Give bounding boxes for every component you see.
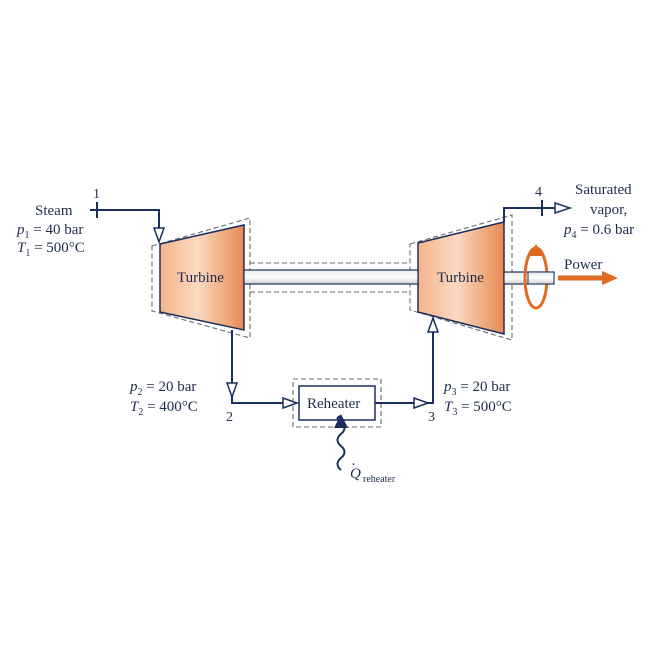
inlet-arrowhead-icon — [152, 227, 166, 245]
state-2-label: 2 — [226, 410, 233, 425]
reheater-inlet-arrowhead-icon — [282, 396, 300, 410]
power-label: Power — [564, 257, 602, 273]
turbine-1-body — [159, 224, 245, 331]
shaft-over-rotation — [527, 271, 555, 285]
outlet-pressure-label: p4 = 0.6 bar — [563, 222, 634, 241]
state-3-pressure-label: p3 = 20 bar — [443, 379, 510, 398]
rotation-arrowhead-icon — [529, 244, 543, 256]
outlet-line1-label: Saturated — [575, 182, 632, 198]
state-1-label: 1 — [93, 187, 100, 202]
inlet-pipe — [90, 209, 160, 228]
power-arrowhead-icon — [602, 271, 618, 285]
reheater-label: Reheater — [307, 396, 360, 412]
turbine-2-inlet-arrowhead-icon — [426, 315, 440, 333]
turbine-2-label: Turbine — [437, 270, 484, 286]
inlet-pressure-label: p1 = 40 bar — [16, 222, 83, 241]
state-2-temperature-label: T2 = 400°C — [130, 399, 198, 418]
inlet-temperature-label: T1 = 500°C — [17, 240, 85, 259]
outlet-pipe — [503, 207, 556, 222]
state-3-label: 3 — [428, 410, 435, 425]
pipe-turbine1-to-reheater — [231, 330, 283, 404]
heat-subscript-label: reheater — [363, 474, 396, 485]
turbine-2-body — [417, 221, 505, 335]
turbine-1-label: Turbine — [177, 270, 224, 286]
state-2-arrowhead-icon — [225, 382, 239, 400]
outlet-arrowhead-icon — [554, 201, 573, 215]
pipe-reheater-to-turbine2 — [375, 318, 434, 404]
outlet-line2-label: vapor, — [590, 202, 627, 218]
heat-symbol-label: Q — [350, 466, 361, 482]
reheater-box — [298, 385, 376, 421]
state-3-temperature-label: T3 = 500°C — [444, 399, 512, 418]
heat-input-arrowhead-icon — [334, 414, 348, 428]
turbine-1-boundary — [151, 217, 251, 339]
state-2-pressure-label: p2 = 20 bar — [129, 379, 196, 398]
state-4-label: 4 — [535, 185, 542, 200]
connecting-shaft — [243, 269, 419, 285]
inlet-fluid-label: Steam — [35, 203, 73, 219]
heat-dot-label: · — [351, 457, 356, 473]
reheater-outlet-arrowhead-icon — [413, 396, 431, 410]
